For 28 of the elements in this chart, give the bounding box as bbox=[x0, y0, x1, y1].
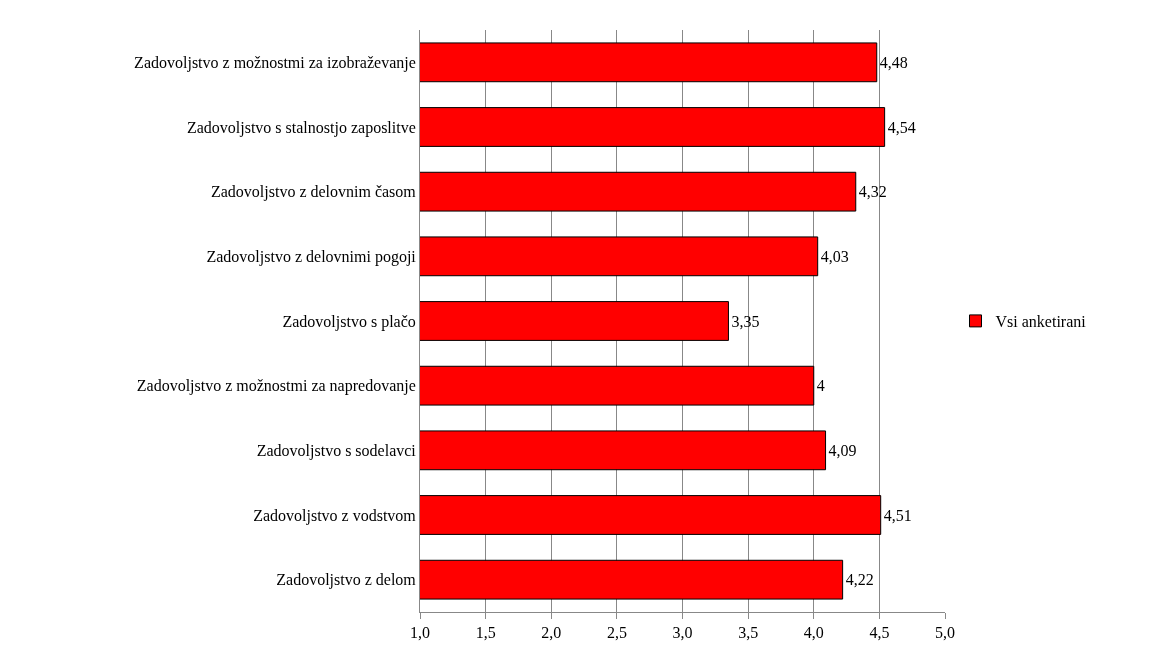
y-tick-label: Zadovoljstvo z delovnimi pogoji bbox=[206, 247, 417, 266]
data-label: 3,35 bbox=[731, 312, 760, 330]
data-label: 4,32 bbox=[858, 183, 887, 201]
x-tick-label: 2,5 bbox=[606, 624, 627, 642]
data-label: 4,51 bbox=[883, 506, 912, 524]
x-tick-label: 3,5 bbox=[738, 624, 759, 642]
y-tick-label: Zadovoljstvo s stalnostjo zaposlitve bbox=[186, 118, 416, 137]
x-tick-label: 1,0 bbox=[410, 624, 430, 642]
y-tick-label: Zadovoljstvo z vodstvom bbox=[253, 506, 417, 525]
y-tick-label: Zadovoljstvo z delovnim časom bbox=[210, 183, 417, 202]
y-tick-label: Zadovoljstvo s plačo bbox=[282, 312, 416, 331]
x-tick-label: 3,0 bbox=[672, 624, 693, 642]
legend-label: Vsi anketirani bbox=[995, 313, 1087, 331]
data-label: 4,09 bbox=[828, 441, 857, 459]
x-tick-label: 4,0 bbox=[803, 624, 824, 642]
data-label: 4,03 bbox=[820, 247, 849, 265]
y-tick-label: Zadovoljstvo z možnostmi za izobraževanje bbox=[134, 53, 416, 72]
x-tick-label: 2,0 bbox=[541, 624, 562, 642]
y-tick-label: Zadovoljstvo z možnostmi za napredovanje bbox=[136, 377, 416, 396]
x-tick-label: 1,5 bbox=[475, 624, 496, 642]
y-tick-label: Zadovoljstvo z delom bbox=[276, 571, 417, 590]
data-label: 4 bbox=[816, 377, 825, 395]
y-tick-label: Zadovoljstvo s sodelavci bbox=[256, 441, 417, 460]
data-label: 4,54 bbox=[887, 118, 916, 136]
x-tick-label: 4,5 bbox=[869, 624, 890, 642]
data-label: 4,48 bbox=[879, 53, 908, 71]
data-label: 4,22 bbox=[845, 571, 874, 589]
x-tick-label: 5,0 bbox=[935, 624, 955, 642]
